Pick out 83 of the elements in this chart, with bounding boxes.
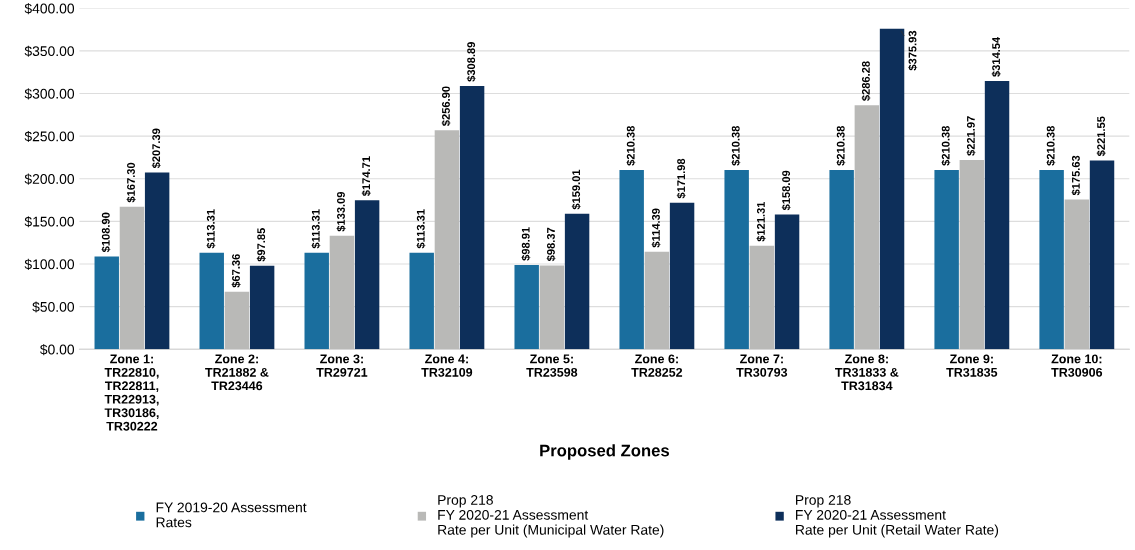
bar (354, 200, 380, 350)
data-label: $98.37 (546, 227, 556, 262)
x-tick-label: Zone 10: TR30906 (1051, 354, 1103, 377)
bar (749, 245, 775, 350)
bar (934, 169, 959, 350)
legend-label: Prop 218 FY 2020-21 Assessment Rate per Unit (Municipal Water Rate) (438, 495, 664, 538)
y-tick-label: $250.00 (24, 130, 75, 143)
x-tick-label: Zone 7: TR30793 (736, 354, 788, 377)
x-tick-label: Zone 9: TR31835 (946, 354, 998, 377)
bar (669, 202, 695, 350)
data-label: $97.85 (256, 228, 266, 262)
data-label: $210.38 (731, 125, 741, 166)
x-axis-title: Proposed Zones (540, 444, 669, 460)
bar (249, 265, 275, 350)
bar (774, 214, 800, 350)
bar (514, 264, 539, 350)
data-label: $210.38 (836, 125, 846, 166)
data-label: $113.31 (416, 209, 426, 249)
bar (224, 291, 250, 350)
data-label: $210.38 (626, 125, 636, 166)
data-label: $98.91 (521, 227, 531, 261)
bar (564, 213, 590, 350)
x-tick-label: Zone 2: TR21882 & TR23446 (205, 354, 269, 391)
bar (879, 28, 905, 350)
data-label: $175.63 (1071, 155, 1081, 196)
data-label: $171.98 (676, 158, 686, 199)
data-label: $221.97 (966, 116, 976, 156)
bar (959, 160, 985, 350)
x-tick-label: Zone 6: TR28252 (631, 354, 683, 377)
bar (434, 130, 460, 350)
data-label: $113.31 (206, 209, 216, 249)
bar (984, 81, 1010, 350)
data-label: $314.54 (991, 36, 1001, 77)
data-label: $308.89 (466, 42, 476, 82)
data-label: $114.39 (651, 208, 661, 248)
data-label: $67.36 (231, 254, 241, 288)
data-label: $108.90 (101, 212, 111, 253)
bar (409, 252, 434, 350)
data-label: $121.31 (756, 201, 766, 242)
data-label: $210.38 (1046, 125, 1056, 166)
bar (829, 169, 854, 350)
data-label: $210.38 (941, 125, 951, 166)
bar (459, 85, 485, 350)
y-tick-label: $200.00 (24, 173, 75, 185)
bar (1039, 169, 1064, 350)
data-label: $286.28 (861, 61, 871, 101)
x-tick-label: Zone 8: TR31833 & TR31834 (835, 354, 899, 391)
legend-label: FY 2019-20 Assessment Rates (156, 502, 307, 528)
bar (539, 265, 565, 350)
legend-label: Prop 218 FY 2020-21 Assessment Rate per Unit (Retail Water Rate) (796, 495, 999, 538)
y-tick-label: $350.00 (24, 45, 75, 57)
bar (329, 235, 355, 350)
bar (644, 251, 670, 350)
data-label: $174.71 (361, 156, 371, 197)
bar (1064, 199, 1090, 350)
bar (1089, 160, 1115, 350)
data-label: $167.30 (126, 162, 136, 203)
x-tick-label: Zone 1: TR22810, TR22811, TR22913, TR30186, TR30222 (104, 354, 159, 431)
x-tick-label: Zone 5: TR23598 (526, 354, 578, 377)
bar (619, 169, 644, 350)
data-label: $375.93 (908, 30, 918, 71)
y-tick-label: $50.00 (32, 301, 75, 313)
y-tick-label: $400.00 (24, 3, 75, 15)
y-tick-label: $0.00 (39, 344, 75, 356)
bar (854, 105, 880, 350)
y-tick-label: $100.00 (24, 258, 75, 270)
data-label: $159.01 (571, 169, 581, 210)
data-label: $113.31 (311, 209, 321, 249)
bar (724, 169, 749, 350)
data-label: $158.09 (781, 170, 791, 211)
data-label: $133.09 (336, 191, 346, 232)
x-tick-label: Zone 4: TR32109 (421, 354, 473, 377)
bar (304, 252, 329, 350)
y-tick-label: $300.00 (24, 88, 75, 100)
data-label: $256.90 (441, 86, 451, 126)
bar (119, 206, 145, 350)
data-label: $221.55 (1096, 116, 1106, 157)
x-tick-label: Zone 3: TR29721 (316, 354, 368, 377)
bar (94, 256, 119, 350)
bar (144, 172, 170, 350)
bar (199, 252, 224, 350)
y-tick-label: $150.00 (24, 216, 75, 228)
data-label: $207.39 (151, 128, 161, 169)
